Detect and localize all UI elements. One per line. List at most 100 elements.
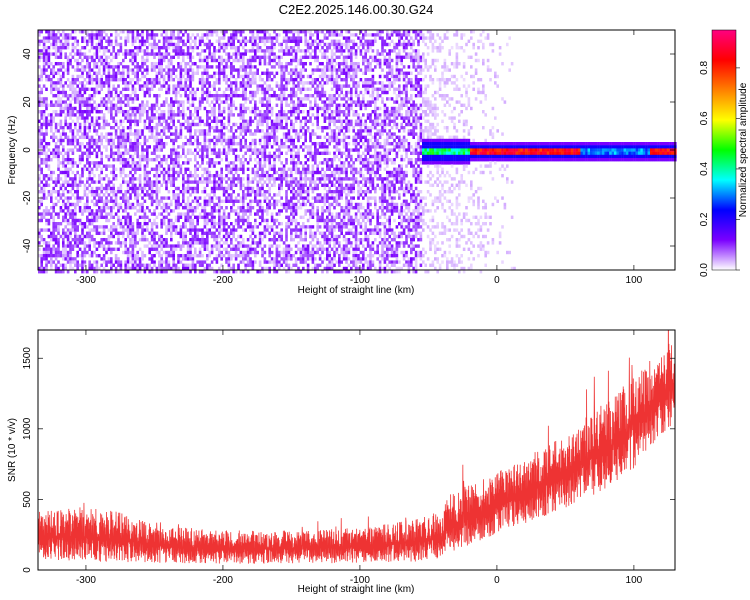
spectrogram-cell xyxy=(191,49,195,53)
spectrogram-cell xyxy=(42,254,46,258)
spectrogram-cell xyxy=(124,199,127,203)
spectrogram-cell xyxy=(141,154,144,159)
spectrogram-cell xyxy=(90,74,94,79)
spectrogram-cell xyxy=(162,36,166,40)
spectrogram-cell xyxy=(198,177,202,181)
spectrogram-cell xyxy=(206,174,209,178)
spectrogram-cell xyxy=(69,116,72,120)
spectrogram-cell xyxy=(282,254,286,258)
spectrogram-cell xyxy=(150,260,154,264)
spectrogram-cell xyxy=(45,218,48,223)
spectrogram-cell xyxy=(107,68,111,72)
spectrogram-cell xyxy=(179,87,183,91)
spectrogram-cell xyxy=(45,122,48,127)
spectrogram-cell xyxy=(263,180,267,184)
spectrogram-cell xyxy=(230,94,233,98)
spectrogram-cell xyxy=(93,270,96,274)
spectrogram-cell xyxy=(74,206,77,210)
spectrogram-cell xyxy=(134,164,137,168)
spectrogram-cell xyxy=(69,183,72,187)
spectrogram-cell xyxy=(218,254,221,258)
spectrogram-cell xyxy=(239,234,243,239)
spectrogram-cell xyxy=(285,116,288,120)
spectrogram-cell xyxy=(222,186,226,191)
spectrogram-cell xyxy=(234,170,238,175)
spectrogram-cell xyxy=(186,244,190,248)
spectrogram-cell xyxy=(42,71,46,75)
spectrogram-cell xyxy=(42,161,46,165)
spectrogram-cell xyxy=(117,209,120,213)
spectrogram-cell xyxy=(114,122,118,127)
spectrogram-cell xyxy=(105,138,108,143)
spectrogram-cell xyxy=(287,202,291,207)
spectrogram-cell xyxy=(114,94,118,98)
spectrogram-cell xyxy=(210,174,214,178)
spectrogram-cell xyxy=(146,148,149,152)
spectrogram-cell xyxy=(40,218,43,223)
spectrogram-cell xyxy=(263,257,267,261)
spectrogram-cell xyxy=(232,94,235,98)
spectrogram-cell xyxy=(278,84,281,88)
spectrogram-cell xyxy=(141,215,144,219)
spectrogram-cell xyxy=(71,97,75,101)
spectrogram-cell xyxy=(78,135,82,139)
spectrogram-cell xyxy=(158,212,161,216)
spectrogram-cell xyxy=(69,122,72,127)
spectrogram-cell xyxy=(71,209,75,213)
spectrogram-cell xyxy=(278,42,281,47)
spectrogram-cell xyxy=(179,68,183,72)
spectrogram-cell xyxy=(170,71,173,75)
spectrogram-cell xyxy=(110,94,113,98)
spectrogram-cell xyxy=(206,161,209,165)
spectrogram-cell xyxy=(182,122,185,127)
spectrogram-cell xyxy=(194,231,197,235)
spectrogram-cell xyxy=(208,158,211,162)
spectrogram-cell xyxy=(134,196,137,200)
spectrogram-cell xyxy=(237,218,240,223)
spectrogram-cell xyxy=(86,58,89,63)
spectrogram-cell xyxy=(215,254,219,258)
spectrogram-cell xyxy=(194,132,197,136)
spectrogram-cell xyxy=(81,266,84,271)
spectrogram-cell xyxy=(270,87,274,91)
spectrogram-cell xyxy=(290,119,293,123)
spectrogram-cell xyxy=(287,215,291,219)
spectrogram-cell xyxy=(275,218,279,223)
spectrogram-cell xyxy=(150,62,154,66)
spectrogram-cell xyxy=(203,202,207,207)
spectrogram-cell xyxy=(201,90,204,95)
spectrogram-cell xyxy=(136,209,139,213)
spectrogram-cell xyxy=(129,222,132,226)
spectrogram-cell xyxy=(105,206,108,210)
spectrogram-cell xyxy=(126,36,130,40)
spectrogram-cell xyxy=(129,241,132,245)
spectrogram-cell xyxy=(95,164,99,168)
spectrogram-cell xyxy=(62,238,65,242)
spectrogram-cell xyxy=(287,254,291,258)
spectrogram-cell xyxy=(263,52,267,56)
spectrogram-cell xyxy=(198,78,202,82)
spectrogram-cell xyxy=(285,250,288,255)
spectrogram-cell xyxy=(244,84,247,88)
spectrogram-cell xyxy=(222,126,226,130)
spectrogram-cell xyxy=(64,135,67,139)
spectrogram-cell xyxy=(64,206,67,210)
spectrogram-cell xyxy=(194,110,197,114)
spectrogram-cell xyxy=(62,62,65,66)
spectrogram-cell xyxy=(95,266,99,271)
spectrogram-cell xyxy=(182,84,185,88)
spectrogram-cell xyxy=(138,119,142,123)
spectrogram-cell xyxy=(174,90,178,95)
spectrogram-cell xyxy=(148,186,151,191)
spectrogram-cell xyxy=(290,30,293,34)
spectrogram-cell xyxy=(57,145,60,149)
spectrogram-cell xyxy=(278,126,281,130)
spectrogram-cell xyxy=(42,266,46,271)
spectrogram-cell xyxy=(278,145,281,149)
spectrogram-cell xyxy=(131,145,135,149)
spectrogram-cell xyxy=(141,202,144,207)
spectrogram-cell xyxy=(105,196,108,200)
spectrogram-cell xyxy=(153,103,156,107)
spectrogram-cell xyxy=(206,74,209,79)
spectrogram-cell xyxy=(177,42,180,47)
